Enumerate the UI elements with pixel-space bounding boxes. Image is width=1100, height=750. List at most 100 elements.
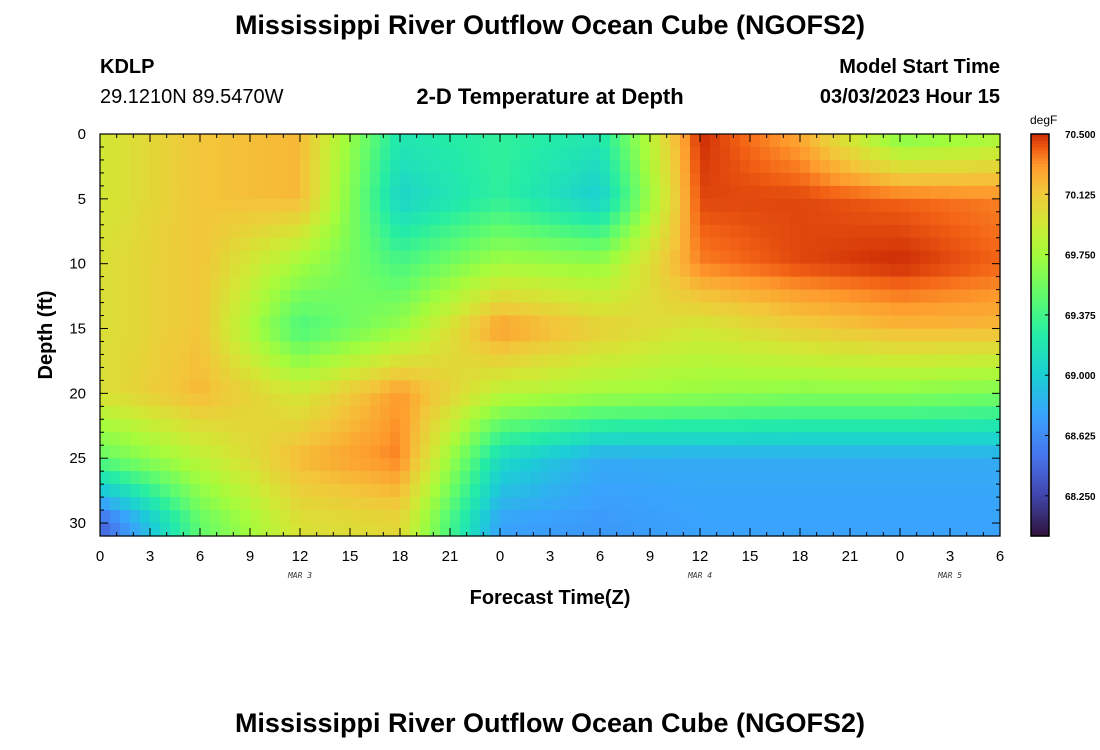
heatmap-cell — [180, 445, 191, 459]
colorbar-segment — [1031, 251, 1049, 256]
heatmap-cell — [340, 523, 351, 537]
heatmap-cell — [960, 367, 971, 381]
heatmap-cell — [470, 484, 481, 498]
heatmap-cell — [840, 341, 851, 356]
heatmap-cell — [160, 406, 171, 420]
heatmap-cell — [200, 289, 211, 304]
heatmap-cell — [380, 458, 391, 472]
heatmap-cell — [610, 302, 621, 317]
heatmap-cell — [700, 289, 711, 304]
heatmap-cell — [260, 341, 271, 356]
heatmap-cell — [540, 523, 551, 537]
heatmap-cell — [850, 510, 861, 524]
heatmap-cell — [950, 276, 961, 291]
heatmap-cell — [860, 134, 871, 148]
heatmap-cell — [690, 510, 701, 524]
heatmap-cell — [850, 185, 861, 200]
heatmap-cell — [600, 458, 611, 472]
heatmap-cell — [960, 510, 971, 524]
heatmap-cell — [600, 497, 611, 511]
heatmap-cell — [910, 302, 921, 317]
heatmap-cell — [850, 367, 861, 381]
heatmap-cell — [410, 185, 421, 200]
heatmap-cell — [260, 510, 271, 524]
heatmap-cell — [770, 185, 781, 200]
heatmap-cell — [320, 224, 331, 239]
heatmap-cell — [970, 367, 981, 381]
heatmap-cell — [270, 302, 281, 317]
heatmap-cell — [370, 523, 381, 537]
heatmap-cell — [390, 172, 401, 187]
colorbar-segment — [1031, 412, 1049, 416]
heatmap-cell — [850, 276, 861, 291]
heatmap-cell — [360, 302, 371, 317]
heatmap-cell — [570, 211, 581, 226]
heatmap-cell — [720, 445, 731, 459]
heatmap-cell — [760, 471, 771, 485]
heatmap-cell — [130, 211, 141, 226]
heatmap-cell — [180, 134, 191, 148]
date-label: MAR 5 — [937, 571, 962, 580]
heatmap-cell — [530, 341, 541, 356]
heatmap-cell — [890, 354, 901, 369]
heatmap-cell — [480, 393, 491, 407]
heatmap-cell — [330, 445, 341, 459]
colorbar-segment — [1031, 335, 1049, 339]
heatmap-cell — [260, 497, 271, 511]
heatmap-cell — [240, 445, 251, 459]
heatmap-cell — [110, 367, 121, 381]
heatmap-cell — [970, 432, 981, 446]
heatmap-cell — [370, 211, 381, 226]
heatmap-cell — [980, 328, 991, 343]
heatmap-cell — [490, 432, 501, 446]
heatmap-cell — [530, 172, 541, 187]
heatmap-cell — [960, 185, 971, 200]
heatmap-cell — [860, 263, 871, 278]
heatmap-cell — [580, 406, 591, 420]
heatmap-cell — [300, 406, 311, 420]
heatmap-cell — [680, 471, 691, 485]
heatmap-cell — [680, 211, 691, 226]
heatmap-cell — [410, 211, 421, 226]
heatmap-cell — [560, 134, 571, 148]
heatmap-cell — [630, 406, 641, 420]
heatmap-cell — [580, 497, 591, 511]
heatmap-cell — [360, 341, 371, 356]
heatmap-cell — [860, 224, 871, 239]
heatmap-cell — [330, 328, 341, 343]
heatmap-cell — [980, 211, 991, 226]
heatmap-cell — [580, 471, 591, 485]
heatmap-cell — [850, 250, 861, 265]
heatmap-cell — [190, 523, 201, 537]
heatmap-cell — [120, 367, 131, 381]
heatmap-cell — [580, 523, 591, 537]
heatmap-cell — [680, 134, 691, 148]
heatmap-cell — [750, 354, 761, 369]
heatmap-cell — [900, 445, 911, 459]
heatmap-cell — [320, 406, 331, 420]
heatmap-cell — [750, 341, 761, 356]
heatmap-cell — [200, 354, 211, 369]
heatmap-cell — [250, 367, 261, 381]
heatmap-cell — [280, 185, 291, 200]
heatmap-cell — [960, 250, 971, 265]
heatmap-cell — [680, 224, 691, 239]
heatmap-cell — [810, 276, 821, 291]
colorbar-segment — [1031, 237, 1049, 242]
heatmap-cell — [490, 159, 501, 174]
heatmap-cell — [720, 458, 731, 472]
x-tick-label: 6 — [196, 548, 204, 565]
heatmap-cell — [230, 445, 241, 459]
heatmap-cell — [720, 134, 731, 148]
heatmap-cell — [530, 198, 541, 213]
heatmap-cell — [600, 315, 611, 330]
heatmap-cell — [270, 289, 281, 304]
heatmap-cell — [500, 134, 511, 148]
heatmap-cell — [600, 432, 611, 446]
heatmap-cell — [200, 471, 211, 485]
heatmap-cell — [890, 134, 901, 148]
heatmap-cell — [710, 211, 721, 226]
heatmap-cell — [530, 134, 541, 148]
heatmap-cell — [980, 250, 991, 265]
heatmap-cell — [210, 289, 221, 304]
